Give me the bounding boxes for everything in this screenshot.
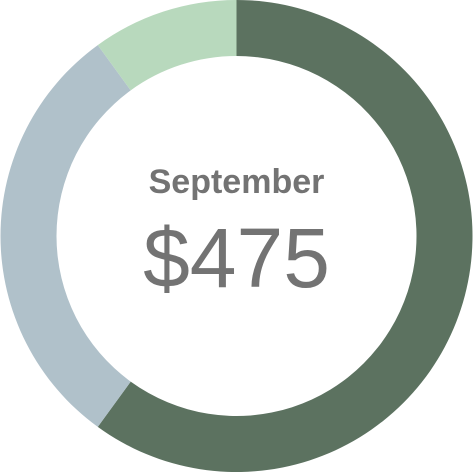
donut-slice-2	[0, 45, 131, 427]
donut-slice-3	[97, 0, 237, 91]
amount-value: $475	[143, 211, 330, 305]
month-label: September	[148, 163, 325, 201]
donut-slice-1	[97, 0, 473, 472]
